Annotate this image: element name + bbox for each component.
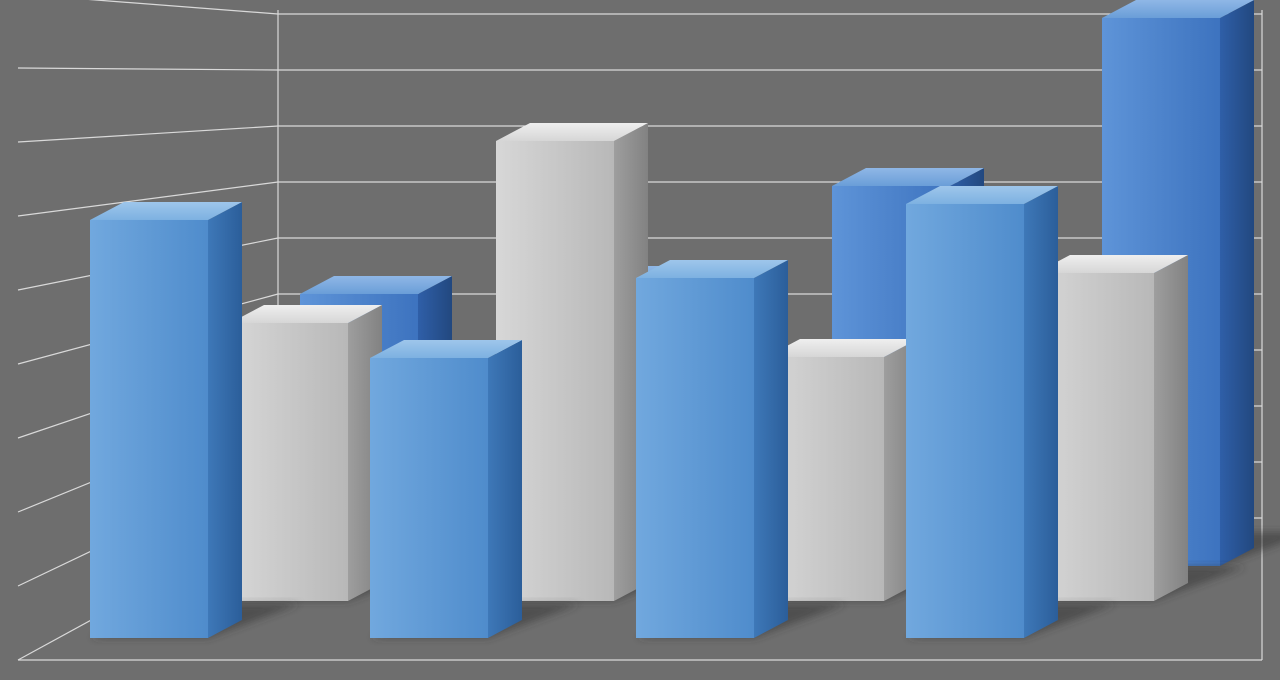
bar-gray — [230, 305, 382, 601]
bar-gray — [766, 339, 918, 601]
bar-blue-light — [906, 186, 1058, 638]
bar-gray — [1036, 255, 1188, 601]
bar-blue-light — [370, 340, 522, 638]
bar-3d-chart — [0, 0, 1280, 680]
bar-blue-light — [636, 260, 788, 638]
bar-blue-light — [90, 202, 242, 638]
